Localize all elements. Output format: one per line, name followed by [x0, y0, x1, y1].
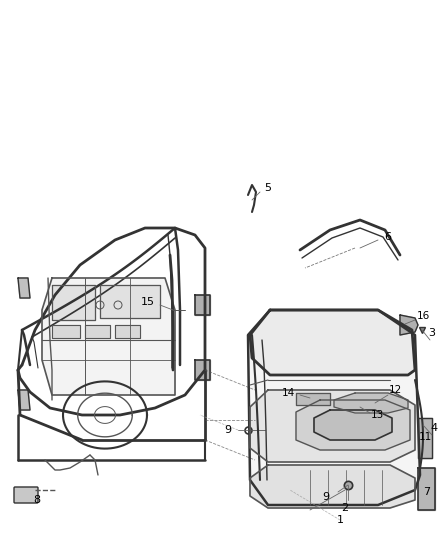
Text: 14: 14 [281, 388, 295, 398]
Text: 13: 13 [371, 410, 384, 420]
Polygon shape [250, 310, 415, 375]
Text: 9: 9 [322, 492, 329, 502]
Polygon shape [42, 278, 175, 395]
Text: 1: 1 [336, 515, 343, 525]
Polygon shape [115, 325, 140, 338]
Polygon shape [296, 400, 410, 450]
Polygon shape [250, 465, 415, 508]
Polygon shape [85, 325, 110, 338]
Text: 11: 11 [418, 432, 431, 442]
FancyBboxPatch shape [14, 487, 38, 503]
Polygon shape [250, 390, 415, 462]
Polygon shape [418, 418, 432, 458]
Polygon shape [195, 295, 210, 315]
Text: 12: 12 [389, 385, 402, 395]
Polygon shape [18, 278, 30, 298]
Text: 4: 4 [431, 423, 438, 433]
Polygon shape [52, 285, 95, 320]
Polygon shape [418, 468, 435, 510]
Text: 6: 6 [385, 232, 392, 242]
Polygon shape [100, 285, 160, 318]
Text: 8: 8 [33, 495, 41, 505]
Text: 3: 3 [428, 328, 435, 338]
Polygon shape [296, 393, 330, 405]
Text: 7: 7 [424, 487, 431, 497]
Polygon shape [52, 325, 80, 338]
Text: 16: 16 [417, 311, 430, 321]
Polygon shape [195, 360, 210, 380]
Polygon shape [314, 410, 392, 440]
Text: 15: 15 [141, 297, 155, 307]
Polygon shape [400, 315, 418, 335]
Polygon shape [248, 310, 420, 505]
Polygon shape [18, 390, 30, 410]
Text: 9: 9 [224, 425, 232, 435]
Polygon shape [334, 393, 408, 413]
Text: 2: 2 [342, 503, 349, 513]
Text: 5: 5 [265, 183, 272, 193]
